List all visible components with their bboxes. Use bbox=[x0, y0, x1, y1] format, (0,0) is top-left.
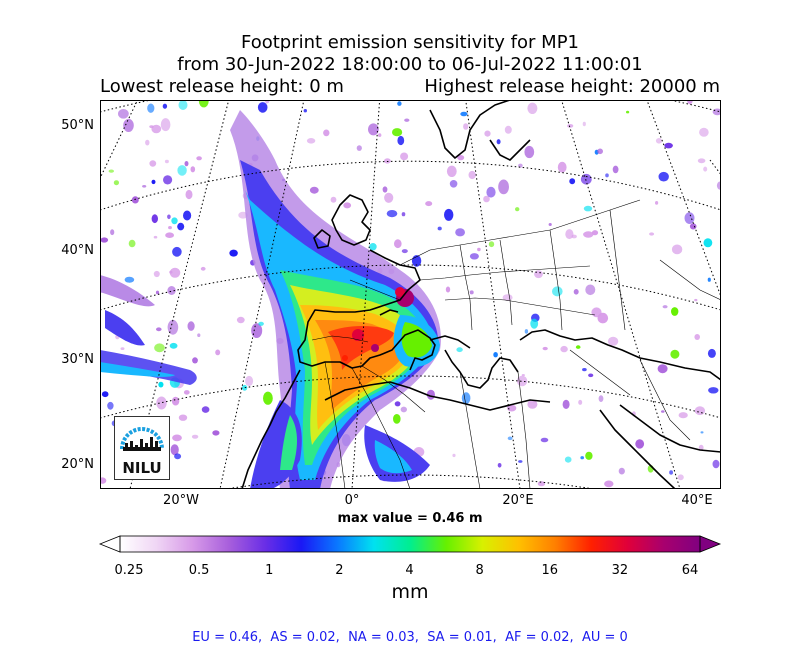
lat-label-40n: 40°N bbox=[61, 243, 94, 258]
colorbar-tick-label: 0.5 bbox=[188, 563, 210, 578]
colorbar-unit: mm bbox=[391, 581, 429, 603]
lon-label-0: 0° bbox=[344, 493, 360, 508]
lon-label-20e: 20°E bbox=[502, 493, 534, 508]
colorbar-tick-label: 4 bbox=[405, 563, 414, 578]
nilu-logo-graphic bbox=[120, 427, 164, 451]
lon-label-20w: 20°W bbox=[163, 493, 199, 508]
figure-title-line1: Footprint emission sensitivity for MP1 bbox=[240, 32, 579, 53]
lat-label-30n: 30°N bbox=[61, 352, 94, 367]
regional-sums: EU = 0.46, AS = 0.02, NA = 0.03, SA = 0.… bbox=[192, 630, 628, 645]
lat-label-50n: 50°N bbox=[61, 118, 94, 133]
colorbar-tick-label: 8 bbox=[475, 563, 484, 578]
colorbar-tick-label: 2 bbox=[335, 563, 344, 578]
lon-label-40e: 40°E bbox=[681, 493, 713, 508]
colorbar-high-extend bbox=[699, 535, 722, 553]
colorbar-gradient bbox=[120, 536, 700, 552]
country-borders bbox=[311, 199, 721, 489]
footprint-map bbox=[100, 100, 721, 489]
colorbar bbox=[98, 535, 722, 553]
colorbar-tick-label: 0.25 bbox=[114, 563, 144, 578]
coastlines bbox=[241, 100, 721, 489]
lowest-release-height: Lowest release height: 0 m bbox=[100, 76, 344, 97]
colorbar-tick-label: 1 bbox=[265, 563, 274, 578]
colorbar-tick-label: 16 bbox=[541, 563, 559, 578]
colorbar-tick-label: 64 bbox=[681, 563, 699, 578]
colorbar-tick-label: 32 bbox=[611, 563, 629, 578]
figure-title-line2: from 30-Jun-2022 18:00:00 to 06-Jul-2022… bbox=[177, 54, 643, 75]
max-value-label: max value = 0.46 m bbox=[337, 511, 483, 526]
nilu-logo: NILU bbox=[114, 416, 170, 480]
highest-release-height: Highest release height: 20000 m bbox=[424, 76, 720, 97]
lat-label-20n: 20°N bbox=[61, 457, 94, 472]
colorbar-low-extend bbox=[98, 535, 121, 553]
nilu-logo-text: NILU bbox=[122, 459, 162, 477]
graticule bbox=[100, 100, 721, 489]
